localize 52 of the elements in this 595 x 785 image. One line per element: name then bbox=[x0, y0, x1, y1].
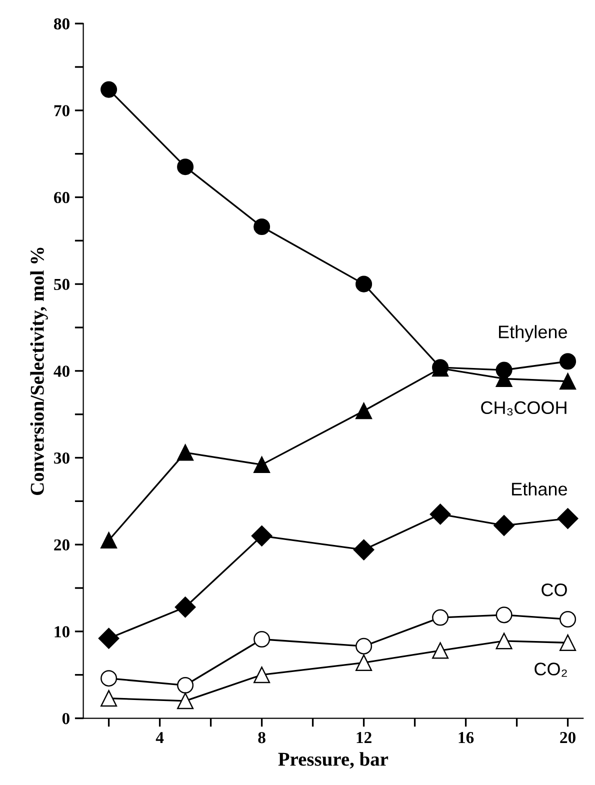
y-tick-label: 40 bbox=[54, 366, 70, 377]
point bbox=[177, 692, 194, 710]
point bbox=[356, 276, 372, 292]
point bbox=[174, 596, 196, 618]
point bbox=[430, 504, 451, 525]
point bbox=[356, 654, 372, 671]
point bbox=[557, 508, 578, 529]
y-tick-label: 20 bbox=[54, 539, 70, 551]
series-label: CO₂ bbox=[534, 662, 567, 677]
point bbox=[560, 611, 576, 628]
point bbox=[356, 638, 372, 654]
point bbox=[254, 456, 270, 473]
y-tick-label: 30 bbox=[54, 452, 70, 464]
series-label: CH₃COOH bbox=[481, 401, 566, 416]
point bbox=[560, 353, 576, 370]
point bbox=[254, 218, 270, 236]
point bbox=[177, 158, 194, 176]
series-label: CO bbox=[542, 583, 567, 596]
point bbox=[100, 81, 118, 98]
point bbox=[98, 628, 120, 649]
point bbox=[356, 402, 372, 420]
point bbox=[560, 634, 576, 651]
y-tick-label: 80 bbox=[54, 18, 70, 30]
point bbox=[432, 642, 449, 659]
point bbox=[177, 444, 194, 461]
y-tick-label: 70 bbox=[54, 105, 70, 116]
point bbox=[254, 630, 270, 648]
point bbox=[494, 515, 514, 536]
x-axis-title: Pressure, bar bbox=[278, 752, 388, 769]
point bbox=[353, 539, 374, 560]
point bbox=[100, 690, 118, 707]
x-tick-label: 20 bbox=[560, 732, 576, 744]
point bbox=[432, 609, 449, 626]
series-label: Ethylene bbox=[499, 325, 567, 342]
y-axis-title: Conversion/Selectivity, mol % bbox=[30, 248, 48, 495]
point bbox=[100, 532, 118, 549]
point bbox=[496, 606, 512, 624]
x-tick-label: 8 bbox=[258, 732, 266, 744]
point bbox=[254, 666, 270, 684]
x-tick-label: 12 bbox=[356, 732, 372, 744]
point bbox=[100, 670, 118, 687]
x-tick-label: 16 bbox=[458, 732, 474, 744]
point bbox=[251, 525, 272, 546]
point bbox=[560, 373, 576, 390]
point bbox=[496, 632, 512, 650]
point bbox=[177, 677, 194, 694]
y-tick-label: 10 bbox=[54, 626, 70, 638]
y-tick-label: 50 bbox=[54, 278, 70, 290]
series-label: Ethane bbox=[512, 482, 567, 496]
y-tick-label: 60 bbox=[54, 192, 70, 204]
x-tick-label: 4 bbox=[156, 732, 164, 744]
y-tick-label: 0 bbox=[62, 712, 70, 724]
